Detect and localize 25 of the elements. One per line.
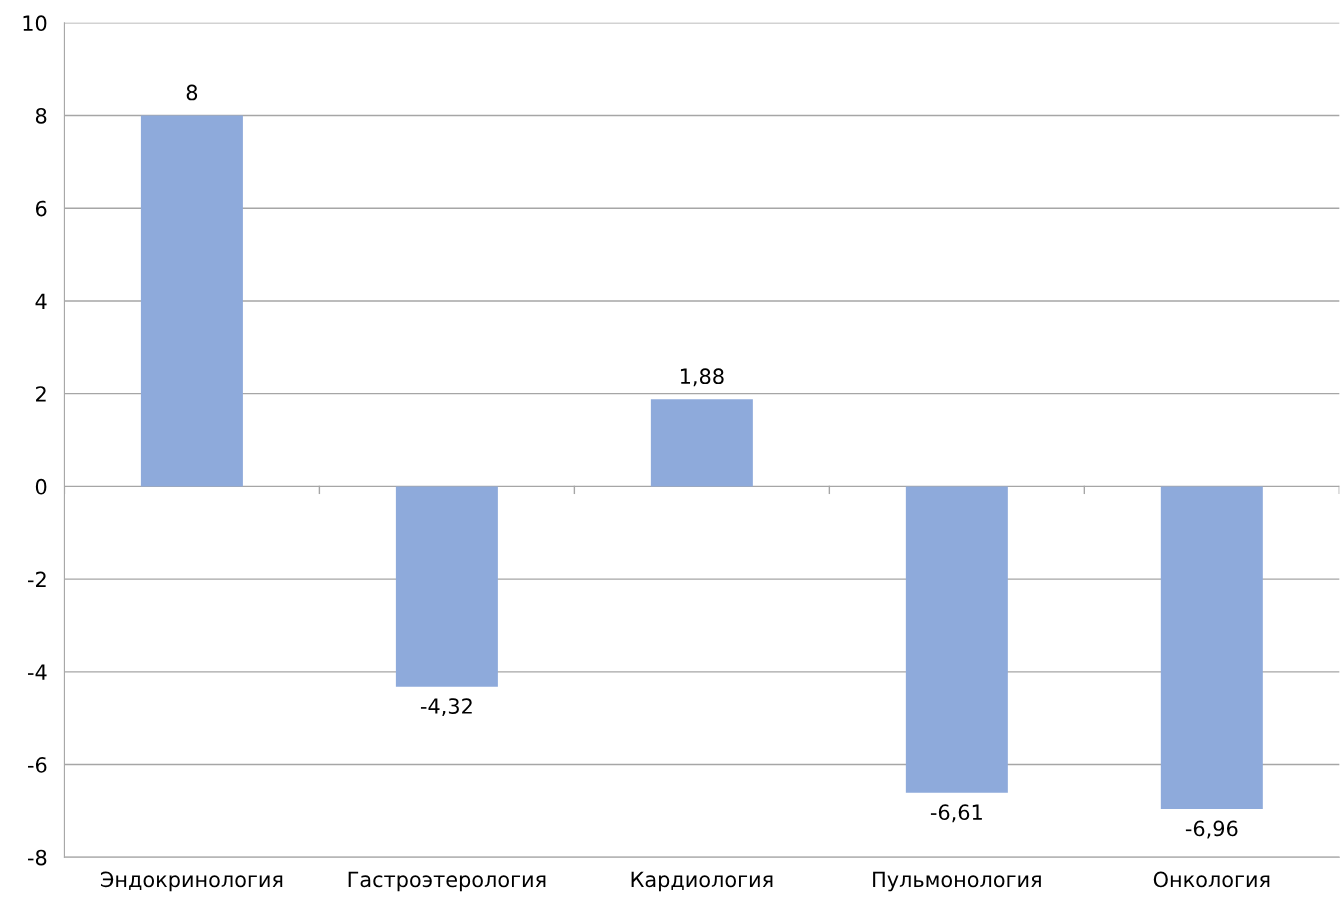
data-label: 1,88: [680, 368, 724, 387]
y-tick-label: 8: [35, 107, 47, 124]
y-tick-label: -6: [28, 757, 47, 773]
y-tick-label: 4: [35, 293, 47, 309]
x-tick-label: Эндокринология: [100, 871, 283, 892]
bar: [650, 399, 753, 487]
y-tick-label: 2: [36, 386, 46, 402]
x-tick-label: Пульмонология: [873, 871, 1041, 892]
bar: [1160, 486, 1263, 810]
y-tick-label: -8: [28, 849, 47, 866]
x-tick-label: Гастроэтерология: [348, 871, 546, 892]
bar: [395, 486, 498, 687]
bar: [905, 486, 1008, 793]
data-label: -6,96: [1185, 820, 1238, 839]
y-tick-label: 10: [23, 15, 47, 32]
data-label: -4,32: [420, 698, 472, 717]
data-label: -6,61: [930, 804, 982, 823]
x-tick-label: Онкология: [1153, 871, 1270, 888]
data-label: 8: [186, 84, 198, 101]
y-tick-label: -4: [28, 664, 47, 680]
y-tick-label: 6: [35, 200, 47, 217]
bar: [140, 115, 243, 487]
y-tick-label: 0: [35, 478, 47, 495]
y-tick-label: -2: [28, 571, 46, 588]
x-tick-label: Кардиология: [631, 871, 773, 892]
